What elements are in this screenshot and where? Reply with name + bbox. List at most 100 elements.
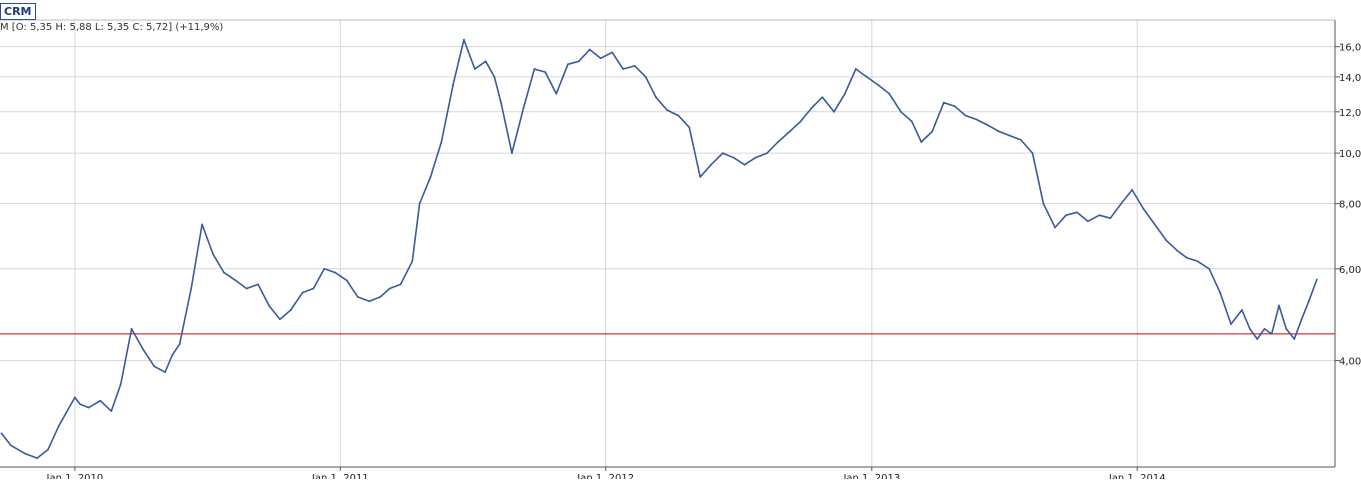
price-point [821, 96, 824, 99]
price-point [1176, 249, 1179, 252]
y-tick-label: 14,00 [1339, 73, 1361, 84]
price-point [1230, 323, 1232, 325]
price-point [644, 76, 647, 78]
price-point [257, 283, 260, 286]
price-point [0, 432, 3, 435]
price-point [1098, 214, 1101, 217]
price-point [268, 304, 270, 307]
price-point [964, 114, 967, 117]
price-point [1042, 202, 1045, 205]
price-point [500, 101, 502, 104]
price-point [522, 107, 525, 109]
price-point [223, 271, 225, 274]
plot-frame [0, 19, 1336, 468]
y-tick-label: 6,00 [1339, 265, 1361, 276]
price-point [201, 223, 204, 226]
price-point [1196, 260, 1199, 263]
x-tick-label: Jan 1, 2012 [576, 473, 634, 479]
price-point [833, 110, 835, 113]
vertical-gridlines [74, 20, 1138, 467]
price-point [142, 348, 145, 351]
price-point [440, 141, 443, 143]
price-point [1263, 328, 1266, 330]
price-point [1142, 208, 1145, 211]
price-point [877, 84, 880, 87]
price-point [47, 448, 49, 451]
price-point [1208, 267, 1211, 270]
y-tick-label: 10,00 [1339, 149, 1361, 160]
price-point [688, 126, 691, 129]
price-point [920, 141, 923, 143]
price-point [99, 399, 102, 402]
price-point [388, 287, 391, 290]
price-point [654, 96, 657, 99]
price-series-group [0, 38, 1318, 460]
price-point [1109, 217, 1112, 220]
price-point [245, 287, 248, 290]
price-point [854, 68, 857, 70]
price-point [743, 163, 746, 166]
price-point [677, 114, 680, 117]
price-point [1278, 304, 1280, 307]
price-point [777, 141, 779, 143]
price-point [975, 118, 978, 121]
price-point [24, 452, 27, 455]
price-point [1019, 139, 1022, 141]
price-point [555, 92, 558, 95]
price-point [588, 48, 591, 51]
price-point [633, 64, 636, 67]
price-point [1285, 328, 1288, 330]
ohlc-readout: M [O: 5,35 H: 5,88 L: 5,35 C: 5,72] (+11… [0, 22, 224, 33]
price-point [87, 406, 90, 409]
price-point [665, 109, 668, 111]
price-point [190, 287, 193, 290]
price-point [788, 130, 791, 133]
price-point [178, 343, 181, 346]
price-point [566, 63, 569, 66]
price-point [699, 176, 702, 178]
price-point [1153, 223, 1156, 226]
price-point [1293, 338, 1296, 340]
price-point [1065, 214, 1067, 217]
price-point [234, 279, 237, 282]
y-tick-label: 8,00 [1339, 200, 1361, 211]
price-point [1249, 328, 1251, 330]
price-point [622, 68, 625, 70]
price-point [164, 371, 166, 374]
price-point [533, 68, 536, 70]
x-tick-label: Jan 1, 2014 [1108, 473, 1166, 479]
price-point [1031, 152, 1034, 154]
price-point [429, 176, 432, 178]
price-point [1054, 226, 1056, 229]
price-point [345, 279, 348, 282]
x-tick-label: Jan 1, 2011 [311, 473, 369, 479]
price-point [279, 318, 281, 321]
price-point [810, 107, 813, 109]
price-point [987, 124, 990, 127]
price-point [510, 152, 513, 154]
price-point [1219, 291, 1222, 294]
y-tick-label: 4,00 [1339, 357, 1361, 368]
price-point [301, 291, 304, 294]
price-point [1241, 309, 1243, 311]
price-point [73, 396, 76, 399]
price-point [368, 300, 371, 303]
price-point [942, 101, 945, 104]
price-point [799, 120, 802, 123]
x-tick-label: Jan 1, 2013 [842, 473, 900, 479]
price-point [473, 68, 476, 70]
price-point [356, 295, 359, 298]
ticker-symbol[interactable]: CRM [0, 3, 36, 20]
price-point [1270, 333, 1273, 335]
price-point [721, 152, 724, 154]
price-point [452, 84, 454, 87]
price-point [888, 92, 891, 95]
price-point [710, 163, 713, 166]
y-tick-label: 16,00 [1339, 43, 1361, 54]
price-point [1009, 134, 1011, 137]
price-point [1131, 188, 1134, 191]
price-point [1256, 338, 1259, 340]
price-point [931, 130, 934, 133]
